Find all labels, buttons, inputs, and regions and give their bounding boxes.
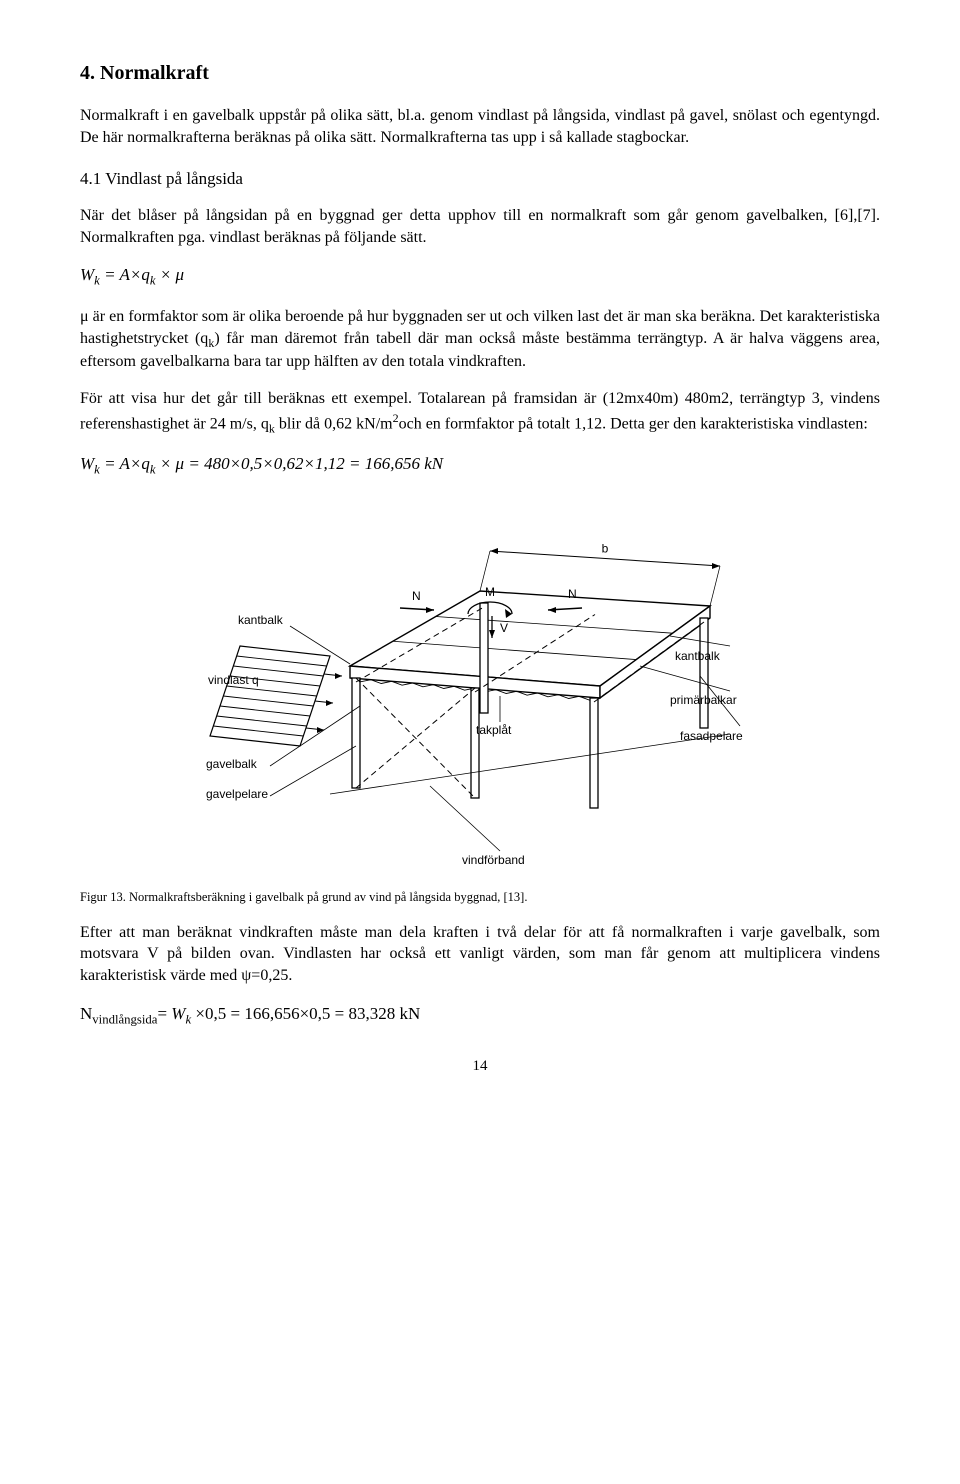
paragraph-1: Normalkraft i en gavelbalk uppstår på ol… — [80, 105, 880, 148]
subsection-heading: 4.1 Vindlast på långsida — [80, 168, 880, 191]
formula-2: Wk = A×qk × μ = 480×0,5×0,62×1,12 = 166,… — [80, 453, 880, 479]
formula-3: Nvindlångsida= Wk ×0,5 = 166,656×0,5 = 8… — [80, 1003, 880, 1029]
paragraph-4: För att visa hur det går till beräknas e… — [80, 388, 880, 436]
svg-text:fasadpelare: fasadpelare — [680, 729, 743, 743]
svg-text:gavelbalk: gavelbalk — [206, 757, 258, 771]
figure-caption: Figur 13. Normalkraftsberäkning i gavelb… — [80, 889, 880, 906]
paragraph-3: μ är en formfaktor som är olika beroende… — [80, 306, 880, 373]
page-number: 14 — [80, 1056, 880, 1076]
svg-text:N: N — [412, 589, 421, 603]
figure-13: b N N M Vkantbalk vindlast q gavelbalk gavelpel… — [80, 496, 880, 883]
svg-text:b: b — [602, 542, 609, 556]
svg-text:vindlast q: vindlast q — [208, 673, 259, 687]
paragraph-5: Efter att man beräknat vindkraften måste… — [80, 922, 880, 987]
svg-text:V: V — [500, 621, 508, 635]
svg-text:N: N — [568, 587, 577, 601]
svg-text:primärbalkar: primärbalkar — [670, 693, 737, 707]
formula-1: Wk = A×qk × μ — [80, 264, 880, 290]
svg-text:M: M — [485, 585, 495, 599]
building-diagram: b N N M Vkantbalk vindlast q gavelbalk gavelpel… — [200, 496, 760, 876]
svg-text:gavelpelare: gavelpelare — [206, 787, 268, 801]
paragraph-2: När det blåser på långsidan på en byggna… — [80, 205, 880, 248]
svg-text:takplåt: takplåt — [476, 723, 512, 737]
svg-text:vindförband: vindförband — [462, 853, 525, 867]
svg-text:kantbalk: kantbalk — [238, 613, 284, 627]
svg-text:kantbalk: kantbalk — [675, 649, 721, 663]
section-heading: 4. Normalkraft — [80, 60, 880, 87]
